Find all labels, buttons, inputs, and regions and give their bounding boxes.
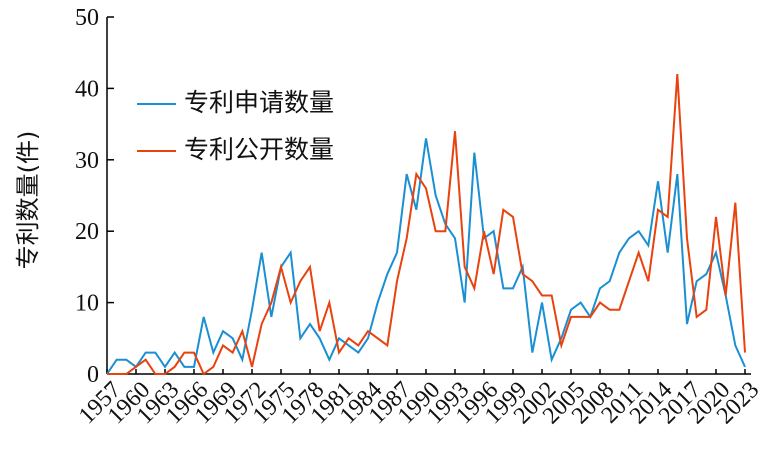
y-axis-label: 专利数量(件)	[14, 131, 42, 270]
y-tick-label: 0	[87, 362, 99, 388]
series-line	[107, 74, 746, 376]
y-tick-label: 40	[75, 76, 99, 102]
legend-label: 专利申请数量	[184, 88, 334, 117]
y-tick-label: 50	[75, 5, 99, 31]
y-tick-label: 20	[75, 219, 99, 245]
y-tick-label: 30	[75, 148, 99, 174]
legend-label: 专利公开数量	[184, 135, 334, 164]
y-tick-label: 10	[75, 291, 99, 317]
series-line	[106, 138, 746, 375]
